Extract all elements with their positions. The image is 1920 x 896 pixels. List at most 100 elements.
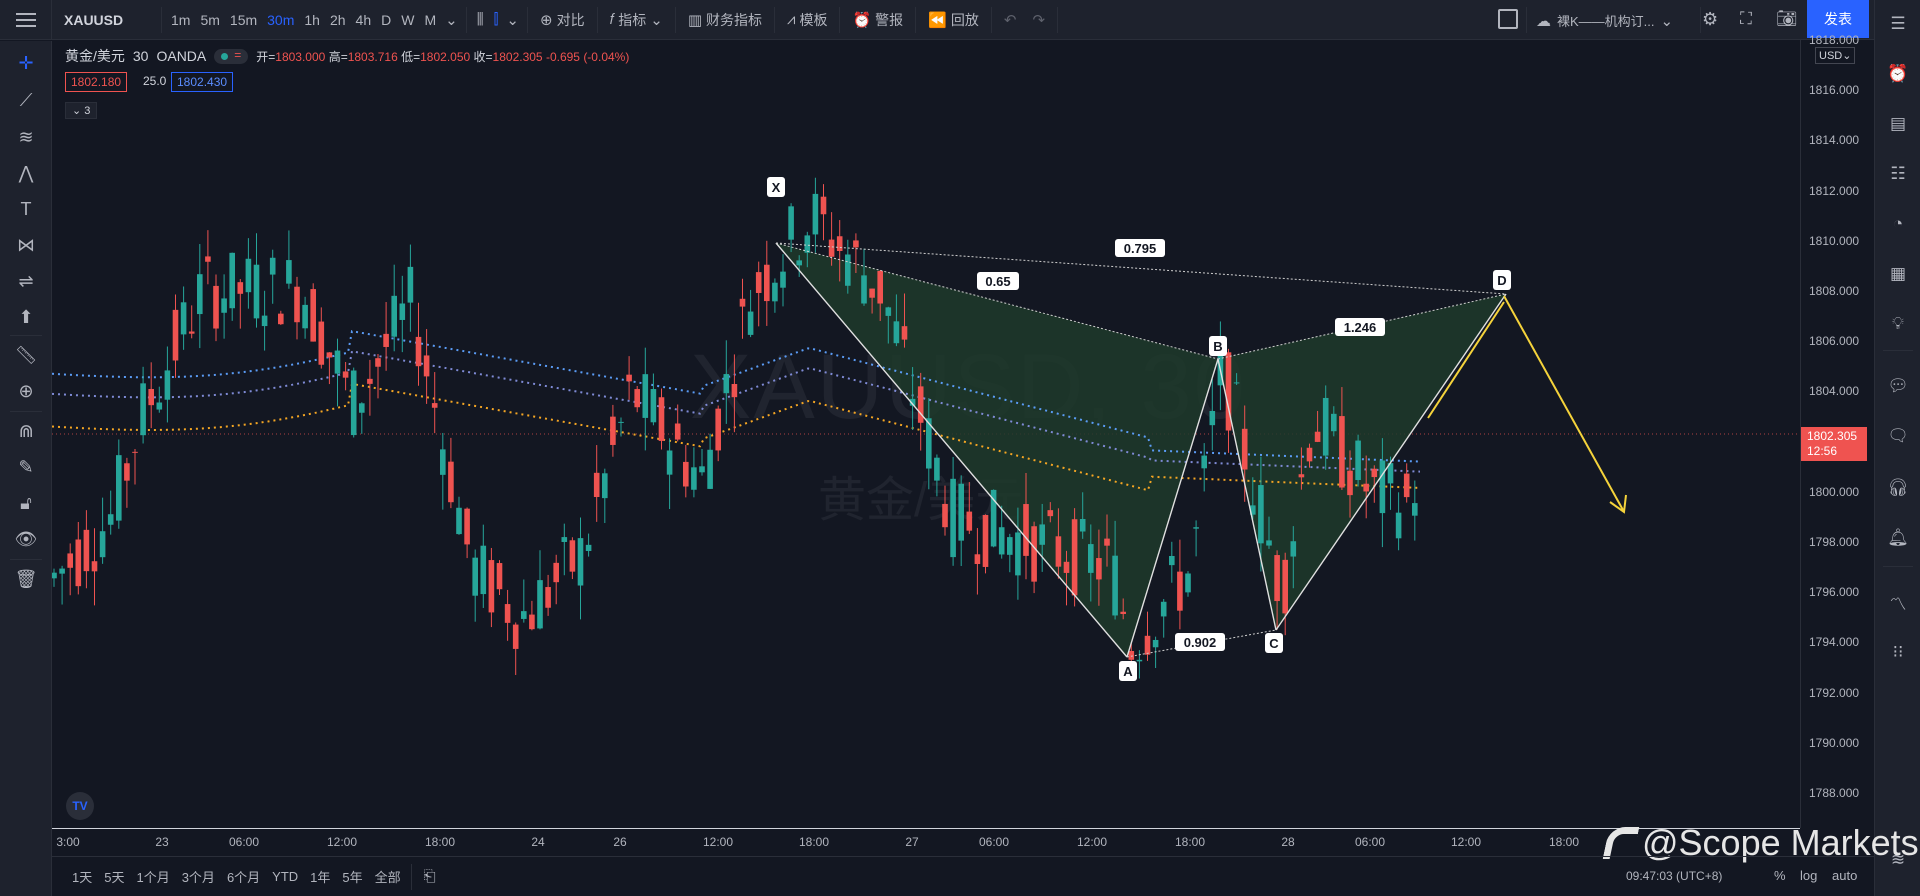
trend-line-icon[interactable]: ⟋ xyxy=(19,89,33,110)
eye-icon[interactable]: 👁︎ xyxy=(14,528,38,549)
alert-button[interactable]: ⏰ 警报 xyxy=(844,10,911,30)
bid-price[interactable]: 1802.180 xyxy=(65,72,128,92)
drawing-mode-icon[interactable]: ✎ xyxy=(18,456,34,477)
indicators-button[interactable]: 𝑓 指标 ⌄ xyxy=(602,10,671,30)
timeframe-1m[interactable]: 1m xyxy=(171,11,191,28)
help-icon[interactable]: 🎧︎ xyxy=(1887,478,1909,497)
timeframe-W[interactable]: W xyxy=(401,11,415,28)
timeframe-5m[interactable]: 5m xyxy=(200,11,220,28)
percent-toggle[interactable]: % xyxy=(1774,868,1786,883)
candle-body xyxy=(926,418,932,469)
projection-arrowhead xyxy=(1609,494,1627,514)
timeframe-D[interactable]: D xyxy=(381,11,392,28)
text-tool-icon[interactable]: T xyxy=(20,198,32,219)
notifications-icon[interactable]: 🔔︎ xyxy=(1887,528,1909,547)
timeframe-1h[interactable]: 1h xyxy=(304,11,320,28)
price-tick: 1792.000 xyxy=(1809,685,1860,700)
candle-body xyxy=(1233,382,1240,384)
range-2[interactable]: 1个月 xyxy=(136,870,170,885)
range-3[interactable]: 3个月 xyxy=(181,870,215,885)
ruler-icon[interactable]: 📏︎ xyxy=(14,344,38,365)
timeframe-2h[interactable]: 2h xyxy=(329,11,346,28)
magnet-icon[interactable]: ⋒ xyxy=(18,420,34,441)
auto-toggle[interactable]: auto xyxy=(1832,868,1858,883)
undo-icon[interactable]: ↶ xyxy=(1003,11,1017,29)
layers-icon[interactable]: ≋ xyxy=(1890,850,1906,869)
crosshair-icon[interactable]: ✛ xyxy=(18,52,34,73)
goto-date-icon[interactable]: ⎗ xyxy=(423,868,436,885)
candle-body xyxy=(350,370,357,436)
templates-button[interactable]: ⩘ 模板 xyxy=(779,10,835,30)
indicators-collapse-button[interactable]: ⌄ 3 xyxy=(65,102,98,119)
watchlist-icon[interactable]: ☰ xyxy=(1890,14,1906,33)
candle-body xyxy=(772,282,778,302)
chevron-down-icon[interactable]: ⌄ xyxy=(506,11,519,29)
tradingview-logo[interactable]: TV xyxy=(66,792,94,820)
alerts-clock-icon[interactable]: ⏰ xyxy=(1887,64,1909,83)
candle-body xyxy=(650,389,657,423)
compare-button[interactable]: ⊕ 对比 xyxy=(532,10,593,30)
measure-icon[interactable]: ⇌ xyxy=(18,270,34,291)
layout-select-icon[interactable] xyxy=(1498,9,1518,29)
arrow-up-icon[interactable]: ⬆ xyxy=(18,306,34,327)
streams-icon[interactable]: 🗨︎ xyxy=(1887,426,1909,445)
log-toggle[interactable]: log xyxy=(1800,868,1818,883)
replay-button[interactable]: ⏪ 回放 xyxy=(920,10,987,30)
financials-button[interactable]: ▥ 财务指标 xyxy=(680,10,770,30)
range-7[interactable]: 5年 xyxy=(342,870,363,885)
price-tick: 1814.000 xyxy=(1809,133,1860,148)
currency-button[interactable]: USD⌄ xyxy=(1815,47,1856,64)
candle-body xyxy=(1339,416,1345,488)
timeframe-M[interactable]: M xyxy=(424,11,437,28)
redo-icon[interactable]: ↷ xyxy=(1032,11,1046,29)
gear-icon[interactable]: ⚙ xyxy=(1702,9,1719,29)
candle-body xyxy=(755,272,762,293)
layout-name-button[interactable]: ☁ 裸K——机构订... ⌄ xyxy=(1536,11,1673,30)
candle-body xyxy=(885,307,892,316)
chat-icon[interactable]: 💬︎ xyxy=(1887,376,1909,395)
projection-up-line xyxy=(1427,301,1505,419)
main-menu-button[interactable] xyxy=(0,0,52,40)
camera-icon[interactable]: 📷︎ xyxy=(1776,9,1798,28)
trash-icon[interactable]: 🗑︎ xyxy=(14,568,38,589)
range-8[interactable]: 全部 xyxy=(374,870,401,885)
hotlist-icon[interactable]: ◔ xyxy=(1892,214,1904,233)
timeframe-30m[interactable]: 30m xyxy=(267,11,295,28)
timeframe-4h[interactable]: 4h xyxy=(355,11,372,28)
news-icon[interactable]: ▤ xyxy=(1889,114,1907,133)
dom-icon[interactable]: ⁝⁝ xyxy=(1892,642,1904,661)
lock-icon[interactable]: 🔓︎ xyxy=(20,492,32,513)
candle-body xyxy=(456,507,462,535)
time-tick: 06:00 xyxy=(978,835,1010,849)
trading-panel-icon[interactable]: 〽 xyxy=(1889,594,1907,614)
clock[interactable]: 09:47:03 (UTC+8) xyxy=(1626,869,1723,883)
ideas-icon[interactable]: 💡︎ xyxy=(1892,314,1904,333)
range-4[interactable]: 6个月 xyxy=(226,870,261,885)
zoom-in-icon[interactable]: ⊕ xyxy=(18,380,34,401)
publish-button[interactable]: 发表 xyxy=(1807,0,1869,38)
pattern-tool-icon[interactable]: ⋀ xyxy=(18,162,34,183)
candle-body xyxy=(67,553,73,568)
fullscreen-icon[interactable]: ⛶ xyxy=(1740,9,1752,28)
timeframe-15m[interactable]: 15m xyxy=(229,11,258,28)
symbol-search[interactable]: XAUUSD xyxy=(64,11,124,28)
range-1[interactable]: 5天 xyxy=(104,870,125,885)
calendar-icon[interactable]: ▦ xyxy=(1889,264,1907,283)
range-5[interactable]: YTD xyxy=(272,869,299,884)
range-0[interactable]: 1天 xyxy=(72,870,93,885)
pattern-leg-CD xyxy=(1275,293,1507,631)
time-axis[interactable]: 3:00 23 06:00 12:00 18:00 24 26 12:00 18:00 27 06:… xyxy=(52,828,1800,856)
bar-style-icon[interactable]: ⫼ xyxy=(476,11,484,28)
ask-price[interactable]: 1802.430 xyxy=(171,72,234,92)
chevron-down-icon[interactable]: ⌄ xyxy=(445,11,458,29)
price-chart[interactable]: 0.65 0.795 0.902 1.246 X A B C D xyxy=(52,40,1800,828)
xabcd-icon[interactable]: ⋈ xyxy=(17,234,35,255)
candle-body xyxy=(1185,573,1191,593)
candle-body xyxy=(869,288,875,298)
price-axis[interactable]: USD⌄ 1818.000 1816.000 1814.000 1812.000 181… xyxy=(1800,33,1874,828)
range-6[interactable]: 1年 xyxy=(310,870,331,885)
candle-style-icon[interactable]: ⫿ xyxy=(493,11,499,28)
data-window-icon[interactable]: ☷ xyxy=(1890,164,1906,183)
fib-tool-icon[interactable]: ≋ xyxy=(18,126,34,147)
candle-body xyxy=(788,206,794,240)
